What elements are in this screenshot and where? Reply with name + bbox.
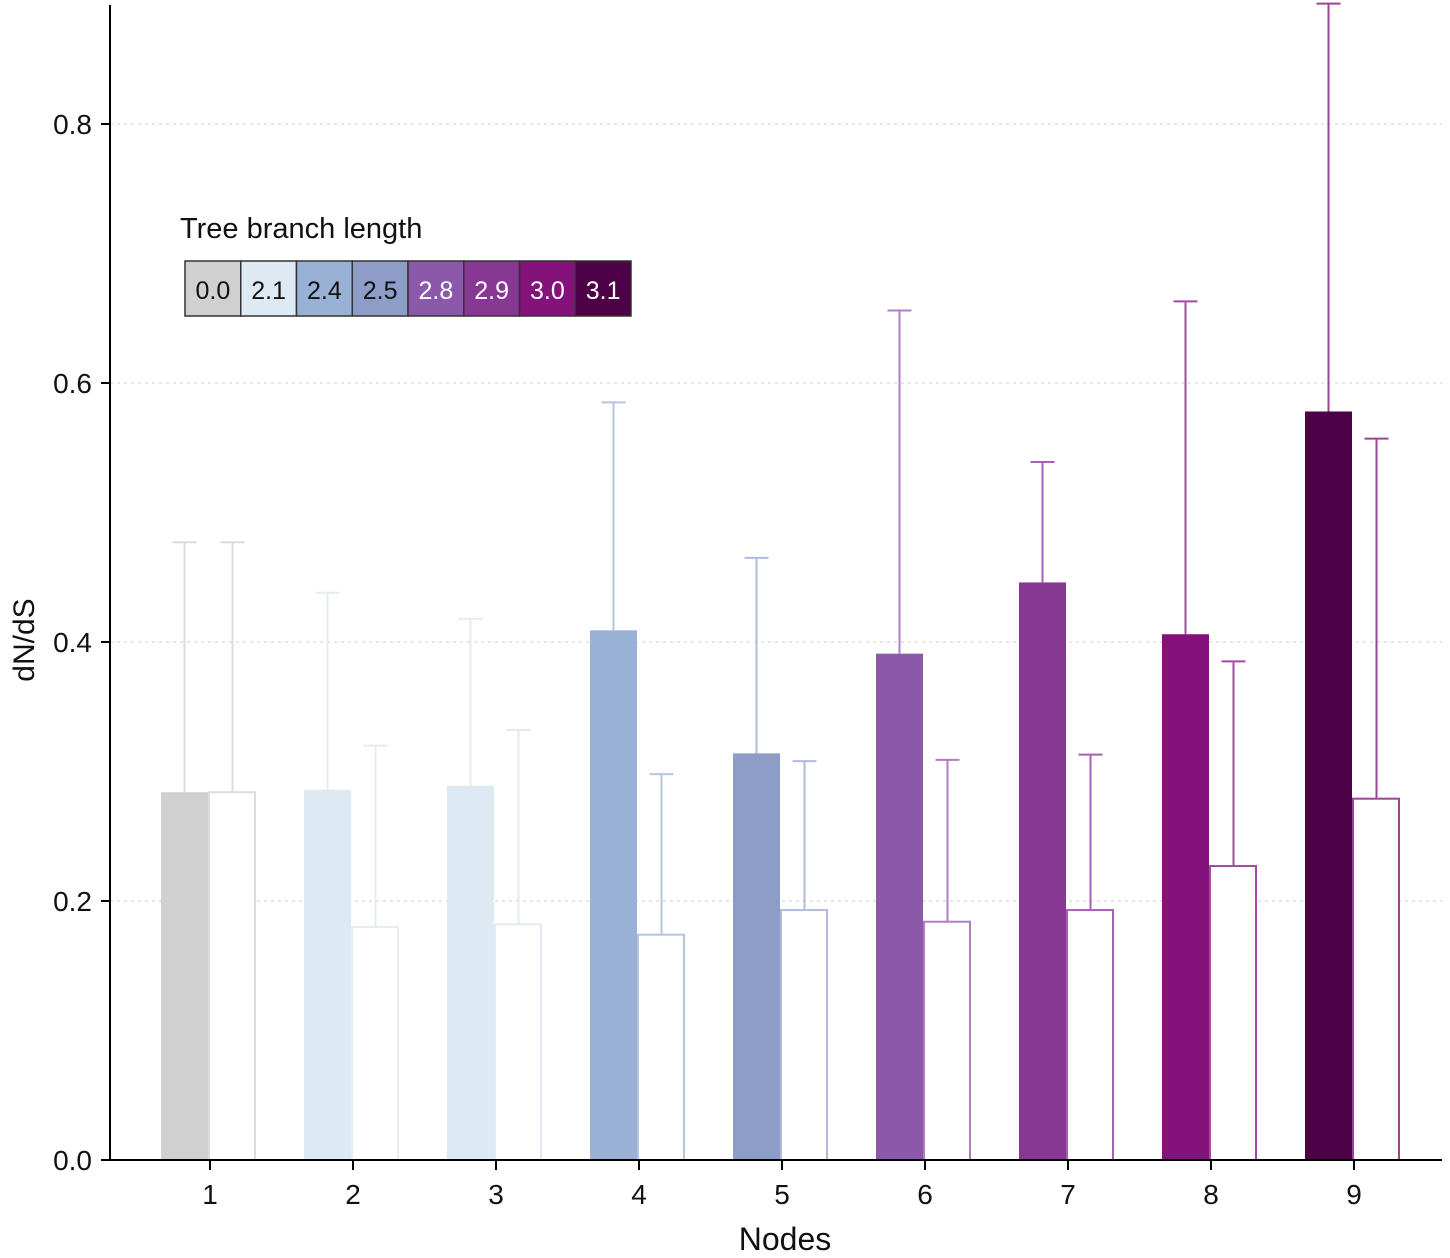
x-tick-label: 8 [1203,1179,1219,1210]
x-tick-label: 4 [631,1179,647,1210]
x-tick-label: 2 [345,1179,361,1210]
y-tick-label: 0.2 [53,886,92,917]
y-ticks: 0.0 0.2 0.4 0.6 0.8 [53,109,110,1176]
filled-bar [447,785,494,1160]
filled-bar [161,792,208,1160]
y-tick-label: 0.8 [53,109,92,140]
outline-bar [637,933,685,1161]
legend-swatch [574,260,632,317]
outline-bar [494,923,542,1161]
filled-bar [590,630,637,1160]
legend-swatch-label: 3.1 [586,277,621,305]
legend-swatch-label: 2.4 [307,277,342,305]
outline-bar [1066,909,1114,1161]
x-ticks: 1 2 3 4 5 6 7 8 9 [202,1160,1362,1210]
legend-swatches: 0.0 2.1 2.4 2.5 2.8 2.9 3.0 3.1 [184,260,632,317]
legend-swatch [407,260,465,317]
filled-bar [1019,582,1066,1160]
x-tick-label: 6 [917,1179,933,1210]
legend-swatch [295,260,353,317]
bars [161,411,1400,1162]
outline-bar [1209,865,1257,1161]
y-tick-label: 0.6 [53,368,92,399]
outline-bar [780,909,828,1161]
x-tick-label: 3 [488,1179,504,1210]
legend-swatch [351,260,409,317]
y-axis-label: dN/dS [8,598,41,681]
legend-swatch-label: 2.8 [418,277,453,305]
outline-bar [1352,797,1400,1161]
filled-bar [733,753,780,1160]
axes [109,5,1442,1161]
y-tick-label: 0.4 [53,627,92,658]
x-tick-label: 7 [1060,1179,1076,1210]
filled-bar [1305,411,1352,1160]
outline-bar [351,925,399,1162]
x-axis-label: Nodes [739,1221,832,1257]
legend-swatch-label: 2.9 [474,277,509,305]
outline-bar [923,920,971,1161]
legend-swatch-label: 2.5 [363,277,398,305]
legend-swatch-label: 0.0 [195,277,230,305]
y-tick-label: 0.0 [53,1145,92,1176]
legend: Tree branch length 0.0 2.1 2.4 2.5 2.8 2.9 3.0… [180,213,632,317]
legend-title: Tree branch length [180,213,422,245]
filled-bar [876,653,923,1160]
legend-swatch [518,260,576,317]
filled-bar [1162,634,1209,1160]
outline-bar [208,791,256,1161]
legend-swatch [184,260,242,317]
error-bars [172,2,1389,935]
x-tick-label: 1 [202,1179,218,1210]
legend-swatch-label: 2.1 [251,277,286,305]
legend-swatch [463,260,521,317]
legend-swatch-label: 3.0 [530,277,565,305]
x-tick-label: 9 [1346,1179,1362,1210]
x-tick-label: 5 [774,1179,790,1210]
filled-bar [304,789,351,1160]
